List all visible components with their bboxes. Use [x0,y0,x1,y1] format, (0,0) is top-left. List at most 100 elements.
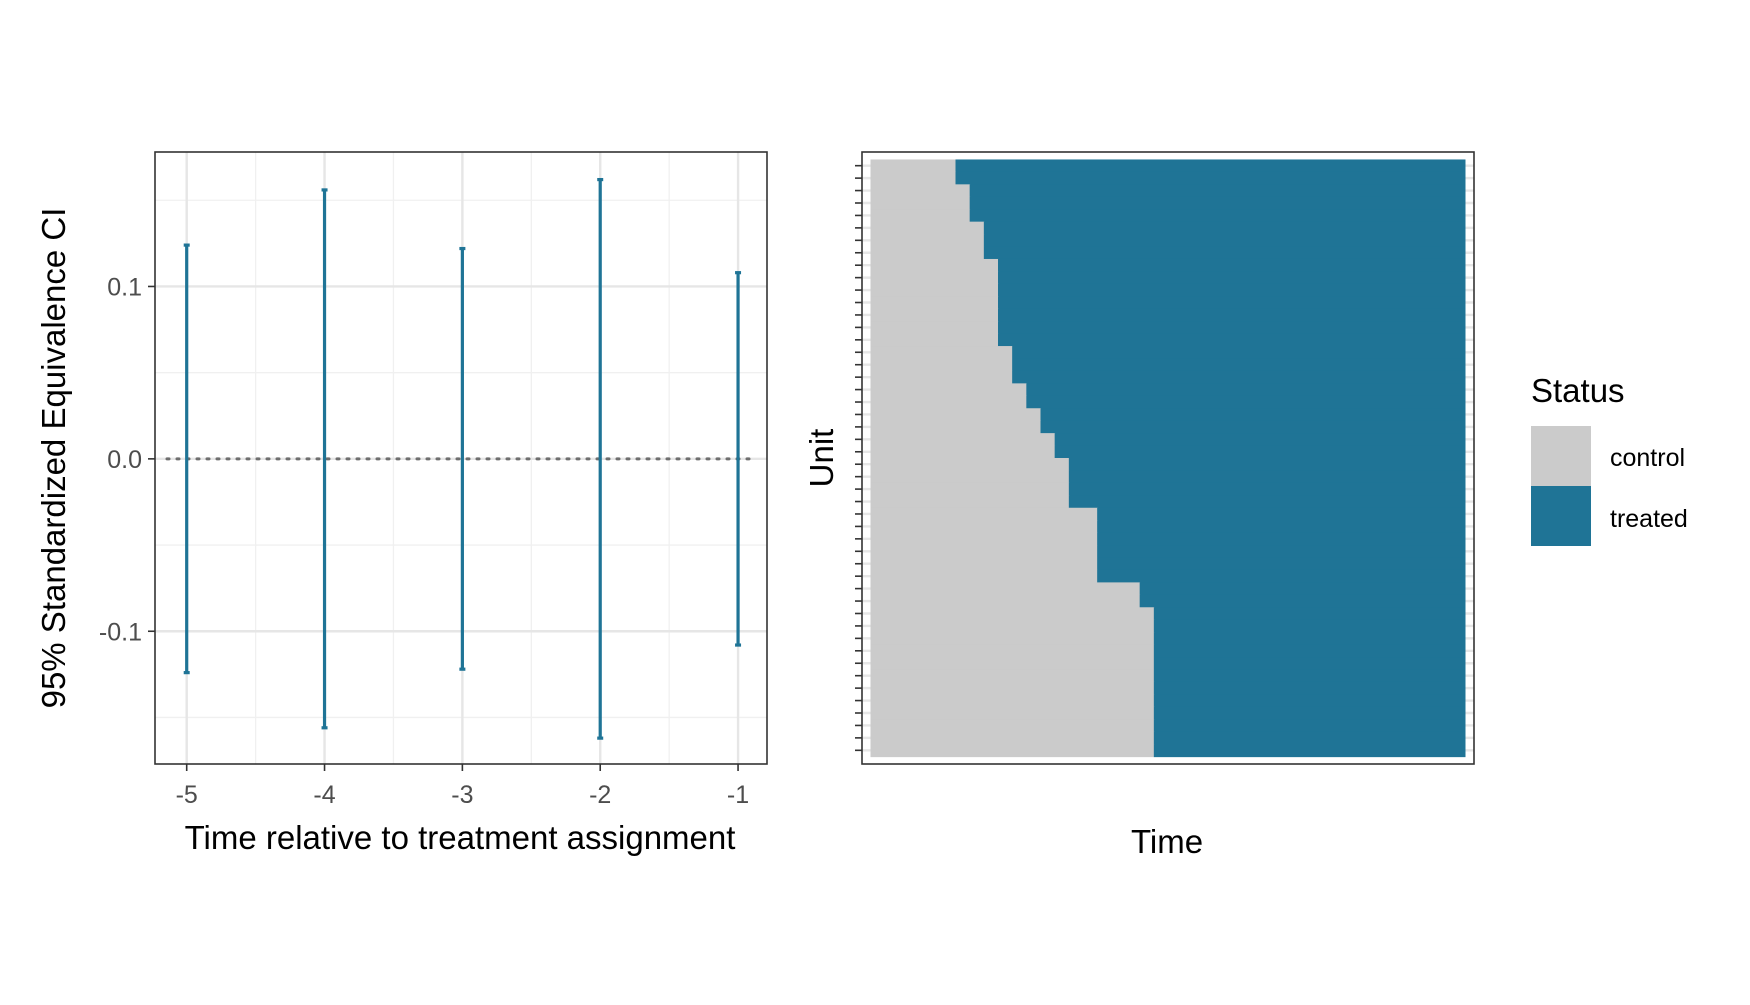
treated-cells [969,209,1466,223]
control-cells [870,482,1070,496]
left-y-ticks: 0.1 0.0 -0.1 [99,273,155,646]
treatment-status-panel: Time Unit [803,151,1475,860]
control-cells [870,333,999,347]
control-cells [870,607,1155,621]
treated-cells [1026,395,1466,409]
treated-cells [969,184,1466,198]
treated-cells [1026,383,1466,397]
treated-cells [1153,681,1466,695]
legend-key-treated [1531,486,1591,546]
x-tick-label: -5 [176,781,198,809]
control-cells [870,594,1141,608]
x-tick-label: -3 [451,781,473,809]
x-tick-label: -1 [727,781,749,809]
treated-cells [998,296,1466,310]
legend-label-treated: treated [1610,505,1688,533]
treated-cells [998,258,1466,273]
right-panel-border [861,151,1475,765]
treated-cells [1097,569,1466,583]
control-cells [870,706,1155,720]
control-cells [870,731,1155,745]
treated-cells [998,308,1466,322]
control-cells [870,283,999,297]
control-cells [870,557,1098,571]
y-tick-label: 0.0 [107,446,142,474]
error-bars [183,177,742,740]
treated-cells [1097,545,1466,559]
control-cells [870,657,1155,671]
treated-cells [969,196,1466,210]
control-cells [870,308,999,322]
control-cells [870,395,1027,409]
treated-cells [1068,482,1466,496]
treated-cells [1153,719,1466,733]
control-cells [870,619,1155,633]
control-cells [870,694,1155,708]
control-cells [870,532,1098,546]
control-cells [870,246,985,260]
treated-cells [998,271,1466,285]
treated-cells [1153,619,1466,633]
control-cells [870,196,971,210]
treated-cells [983,234,1466,248]
treated-cells [1153,607,1466,621]
control-cells [870,383,1027,397]
control-cells [870,296,999,310]
treated-cells [1153,632,1466,646]
heatmap-cells [870,159,1466,758]
control-cells [870,370,1013,384]
control-cells [870,719,1155,733]
control-cells [870,681,1155,695]
control-cells [870,470,1070,484]
control-cells [870,433,1056,447]
treated-cells [998,333,1466,347]
control-cells [870,159,957,173]
treated-cells [1040,408,1466,422]
time-axis-title: Time [1131,823,1203,860]
control-cells [870,545,1098,559]
legend: Status control treated [1531,372,1688,546]
treated-cells [1153,657,1466,671]
control-cells [870,258,999,273]
treated-cells [1012,370,1466,384]
control-cells [870,321,999,335]
control-cells [870,346,1013,360]
treated-cells [1139,594,1466,608]
equivalence-ci-panel: 0.1 0.0 -0.1 -5 -4 -3 -2 -1 Time relative to t… [35,151,768,856]
control-cells [870,358,1013,372]
treated-cells [1097,507,1466,521]
control-cells [870,420,1042,434]
treated-cells [955,159,1466,173]
treated-cells [1068,470,1466,484]
treated-cells [1068,458,1466,472]
control-cells [870,408,1042,422]
legend-key-control [1531,426,1591,486]
control-cells [870,209,971,223]
treated-cells [1139,582,1466,596]
legend-label-control: control [1610,444,1685,472]
left-x-ticks: -5 -4 -3 -2 -1 [176,764,749,809]
control-cells [870,669,1155,683]
control-cells [870,569,1098,583]
control-cells [870,495,1070,509]
treated-cells [1012,346,1466,360]
y-tick-label: -0.1 [99,618,142,646]
control-cells [870,458,1070,472]
control-cells [870,644,1155,658]
control-cells [870,445,1056,459]
treated-cells [1068,495,1466,509]
treated-cells [1153,731,1466,745]
treated-cells [1097,557,1466,571]
treated-cells [1040,420,1466,434]
legend-title: Status [1531,372,1625,409]
treated-cells [1097,532,1466,546]
treated-cells [1097,520,1466,534]
unit-axis-title: Unit [803,429,840,488]
left-panel-border [154,151,768,765]
treated-cells [1153,744,1466,758]
control-cells [870,221,985,235]
treated-cells [983,246,1466,260]
control-cells [870,744,1155,758]
treated-cells [1153,644,1466,658]
control-cells [870,271,999,285]
